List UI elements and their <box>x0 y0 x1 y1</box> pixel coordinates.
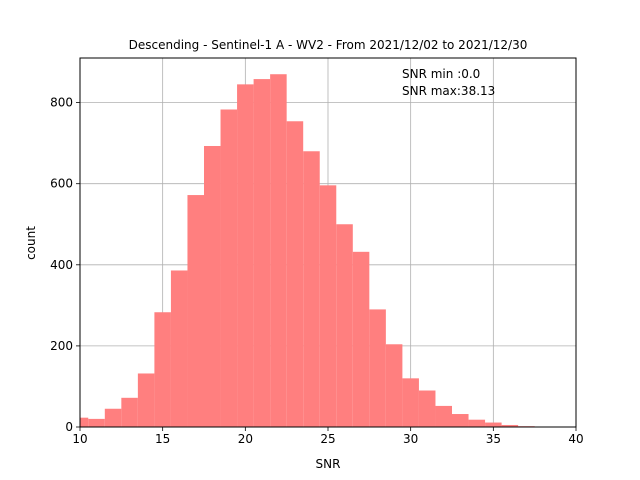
y-tick-label: 600 <box>50 177 73 191</box>
histogram-bar <box>104 408 122 427</box>
y-tick-label: 200 <box>50 339 73 353</box>
histogram-bar <box>303 151 320 427</box>
y-axis-label: count <box>24 226 38 260</box>
histogram-bar <box>286 121 304 427</box>
histogram-bar <box>121 397 138 427</box>
x-tick-label: 20 <box>238 432 253 446</box>
histogram-bar <box>452 414 469 427</box>
annotation-snr-max: SNR max:38.13 <box>402 84 495 98</box>
histogram-bar <box>154 312 171 427</box>
x-axis-label: SNR <box>316 457 341 471</box>
histogram-bar <box>352 251 370 427</box>
histogram-bar <box>237 84 254 427</box>
histogram-bar <box>220 109 238 427</box>
x-axis-ticks: 10 15 20 25 30 35 40 <box>72 427 584 446</box>
histogram-bar <box>468 419 486 427</box>
annotation-snr-min: SNR min :0.0 <box>402 67 480 81</box>
histogram-bar <box>170 270 188 427</box>
chart-title: Descending - Sentinel-1 A - WV2 - From 2… <box>129 38 528 52</box>
histogram-bar <box>369 309 386 427</box>
histogram-bar <box>385 344 403 427</box>
histogram-bar <box>253 79 271 427</box>
x-tick-label: 10 <box>72 432 87 446</box>
histogram-bar <box>204 145 221 427</box>
histogram-bar <box>485 422 502 427</box>
x-tick-label: 25 <box>320 432 335 446</box>
histogram-bar <box>270 74 287 427</box>
histogram-bar <box>187 195 204 427</box>
x-tick-label: 15 <box>155 432 170 446</box>
histogram-bar <box>402 378 419 427</box>
x-tick-label: 30 <box>403 432 418 446</box>
y-tick-label: 800 <box>50 96 73 110</box>
y-tick-label: 0 <box>65 420 73 434</box>
histogram-bar <box>418 390 436 427</box>
histogram-bar <box>435 405 452 427</box>
y-tick-label: 400 <box>50 258 73 272</box>
x-tick-label: 40 <box>568 432 583 446</box>
histogram-bar <box>336 224 353 427</box>
x-tick-label: 35 <box>486 432 501 446</box>
histogram-bars <box>80 74 552 427</box>
histogram-bar <box>501 424 519 427</box>
histogram-bar <box>137 373 155 427</box>
histogram-bar <box>319 185 337 427</box>
histogram-bar <box>80 417 89 427</box>
histogram-bar <box>88 418 105 427</box>
y-axis-ticks: 0 200 400 600 800 <box>50 96 80 434</box>
